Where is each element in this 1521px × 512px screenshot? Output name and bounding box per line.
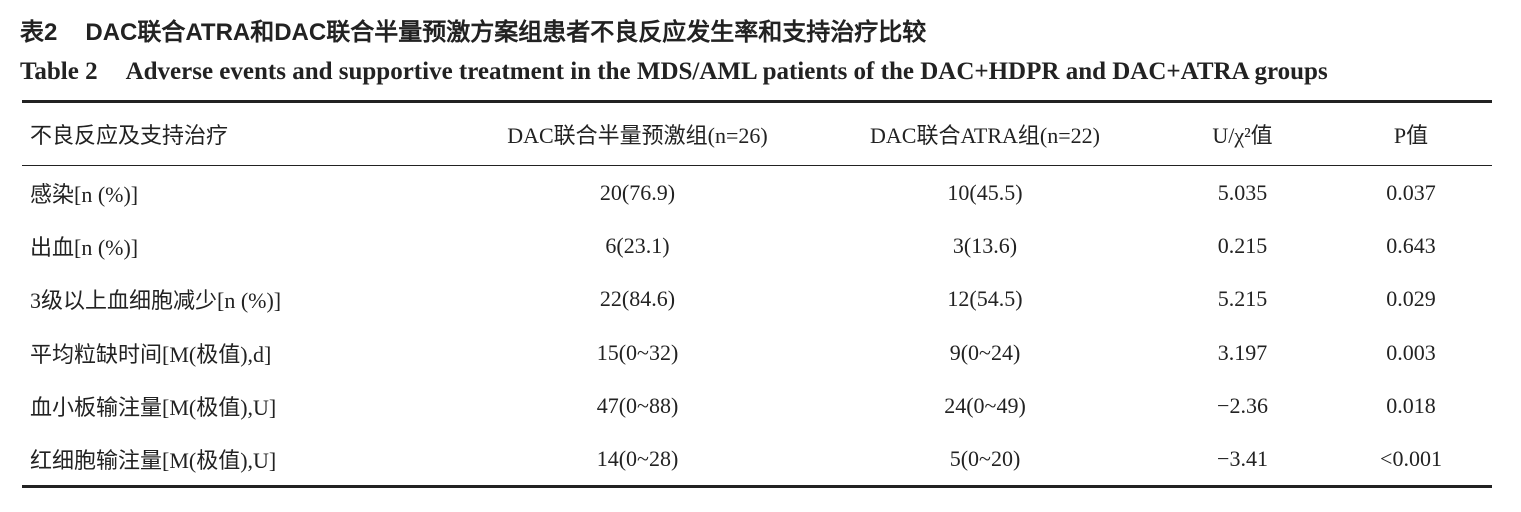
table-cell: 22(84.6)	[599, 286, 676, 312]
table-cell: 24(0~49)	[944, 393, 1026, 419]
table-cell: 0.029	[1386, 286, 1436, 312]
table-cell: 47(0~88)	[596, 393, 679, 419]
table-cell: 血小板输注量[M(极值),U]	[30, 395, 277, 421]
table-cell: <0.001	[1380, 446, 1442, 471]
table-cell: 14(0~28)	[596, 446, 679, 471]
header-cell: 不良反应及支持治疗	[30, 123, 229, 148]
header-cell: U/χ²值	[1212, 123, 1273, 148]
table-cell: 平均粒缺时间[M(极值),d]	[30, 341, 272, 367]
table-cell: 0.018	[1386, 393, 1436, 419]
table-cell: 6(23.1)	[605, 232, 670, 258]
table-cell: 9(0~24)	[949, 339, 1021, 365]
title-text: Adverse events and supportive treatment …	[125, 58, 1328, 85]
table: 不良反应及支持治疗 DAC联合半量预激组(n=26) DAC联合ATRA组(n=22…	[22, 100, 1492, 488]
table-cell: 5.035	[1217, 179, 1268, 205]
title-en: Table 2 Adverse events and supportive tre…	[20, 58, 1328, 86]
title-cn: 表2 DAC联合ATRA和DAC联合半量预激方案组患者不良反应发生率和支持治疗比较	[20, 12, 926, 47]
table-cell: 0.003	[1386, 339, 1436, 365]
header-cell: DAC联合ATRA组(n=22)	[870, 123, 1100, 148]
table-cell: 3级以上血细胞减少[n (%)]	[30, 288, 282, 314]
table-cell: 出血[n (%)]	[30, 234, 139, 260]
table-row: 红细胞输注量[M(极值),U] 14(0~28) 5(0~20) −3.41 <0.00…	[22, 433, 1492, 487]
table-cell: 0.643	[1386, 232, 1436, 258]
table-cell: 15(0~32)	[596, 339, 679, 365]
table-cell: 红细胞输注量[M(极值),U]	[30, 448, 277, 473]
table-cell: 10(45.5)	[947, 179, 1023, 205]
header-cell: DAC联合半量预激组(n=26)	[507, 123, 768, 148]
title-label: Table 2	[20, 58, 98, 85]
table-cell: −3.41	[1217, 446, 1268, 471]
table-row: 3级以上血细胞减少[n (%)] 22(84.6) 12(54.5) 5.215 0.0…	[22, 273, 1492, 327]
table-row: 感染[n (%)] 20(76.9) 10(45.5) 5.035 0.037	[22, 166, 1492, 220]
table-cell: 5.215	[1217, 286, 1268, 312]
table-cell: −2.36	[1217, 393, 1268, 419]
table-row: 血小板输注量[M(极值),U] 47(0~88) 24(0~49) −2.36 0.01…	[22, 380, 1492, 434]
table-header: 不良反应及支持治疗 DAC联合半量预激组(n=26) DAC联合ATRA组(n=22…	[22, 101, 1492, 166]
table-cell: 5(0~20)	[949, 446, 1021, 471]
table-cell: 0.037	[1386, 179, 1436, 205]
title-label: 表2	[20, 19, 58, 46]
table-cell: 0.215	[1217, 232, 1268, 258]
table-cell: 感染[n (%)]	[30, 181, 139, 207]
table-row: 平均粒缺时间[M(极值),d] 15(0~32) 9(0~24) 3.197 0.003	[22, 326, 1492, 380]
table-cell: 3.197	[1217, 339, 1268, 365]
table-cell: 3(13.6)	[952, 232, 1018, 258]
title-text: DAC联合ATRA和DAC联合半量预激方案组患者不良反应发生率和支持治疗比较	[85, 19, 927, 46]
table-body: 感染[n (%)] 20(76.9) 10(45.5) 5.035 0.037 出血[n …	[22, 166, 1492, 487]
table-row: 出血[n (%)] 6(23.1) 3(13.6) 0.215 0.643	[22, 219, 1492, 273]
table-cell: 12(54.5)	[947, 286, 1023, 312]
table-cell: 20(76.9)	[599, 179, 676, 205]
header-cell: P值	[1393, 123, 1429, 148]
header-row: 不良反应及支持治疗 DAC联合半量预激组(n=26) DAC联合ATRA组(n=22…	[22, 101, 1492, 166]
